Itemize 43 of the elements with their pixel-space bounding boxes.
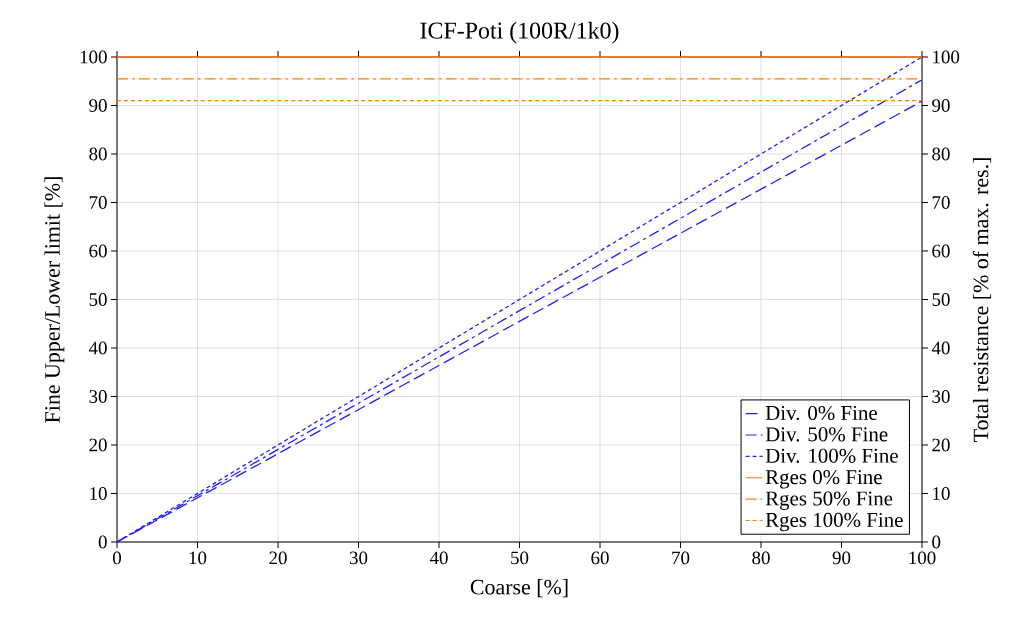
x-tick-label: 10	[189, 551, 207, 565]
x-tick-label: 30	[349, 551, 368, 565]
y2-tick-label: 50	[932, 293, 950, 306]
y-tick-label: 60	[89, 244, 107, 258]
x-tick-label: 70	[672, 551, 690, 565]
x-tick-label: 90	[832, 551, 851, 565]
y-tick-label: 30	[89, 390, 107, 403]
x-tick-label: 80	[752, 551, 770, 565]
x-tick-label: 100	[909, 551, 936, 565]
y2-tick-label: 30	[932, 390, 950, 403]
y2-tick-label: 10	[933, 487, 950, 500]
y-tick-label: 50	[89, 293, 107, 306]
legend-label: Div. 0% Fine	[765, 405, 877, 421]
legend-label: Rges 0% Fine	[765, 470, 882, 489]
x-tick-label: 50	[511, 551, 529, 565]
x-tick-label: 40	[429, 551, 448, 565]
legend-label: Div. 50% Fine	[765, 427, 888, 442]
y2-tick-label: 0	[932, 535, 941, 549]
y2-tick-label: 70	[932, 196, 950, 209]
x-tick-label: 60	[591, 551, 609, 565]
y-tick-label: 20	[89, 438, 107, 452]
y2-axis-title: Total resistance [% of max. res.]	[972, 158, 992, 442]
x-tick-label: 20	[269, 551, 287, 565]
legend-label: Rges 50% Fine	[765, 491, 893, 510]
y-tick-label: 10	[90, 487, 107, 500]
chart-title: ICF-Poti (100R/1k0)	[420, 21, 619, 44]
x-axis-title: Coarse [%]	[470, 579, 568, 598]
x-tick-label: 0	[112, 551, 121, 565]
y-tick-label: 40	[88, 341, 107, 355]
y2-tick-label: 20	[932, 438, 950, 452]
y2-tick-label: 80	[932, 147, 950, 161]
legend-label: Div. 100% Fine	[765, 448, 898, 463]
y-tick-label: 70	[89, 196, 107, 209]
y-tick-label: 80	[89, 147, 107, 161]
y-tick-label: 100	[80, 50, 107, 64]
y-tick-label: 0	[98, 535, 107, 549]
y2-tick-label: 40	[931, 341, 950, 355]
y2-tick-label: 90	[932, 99, 950, 112]
y-axis-title: Fine Upper/Lower limit [%]	[44, 177, 65, 423]
y-tick-label: 90	[89, 99, 107, 112]
y2-tick-label: 100	[933, 50, 960, 64]
legend-label: Rges 100% Fine	[765, 512, 903, 532]
y2-tick-label: 60	[932, 244, 950, 258]
